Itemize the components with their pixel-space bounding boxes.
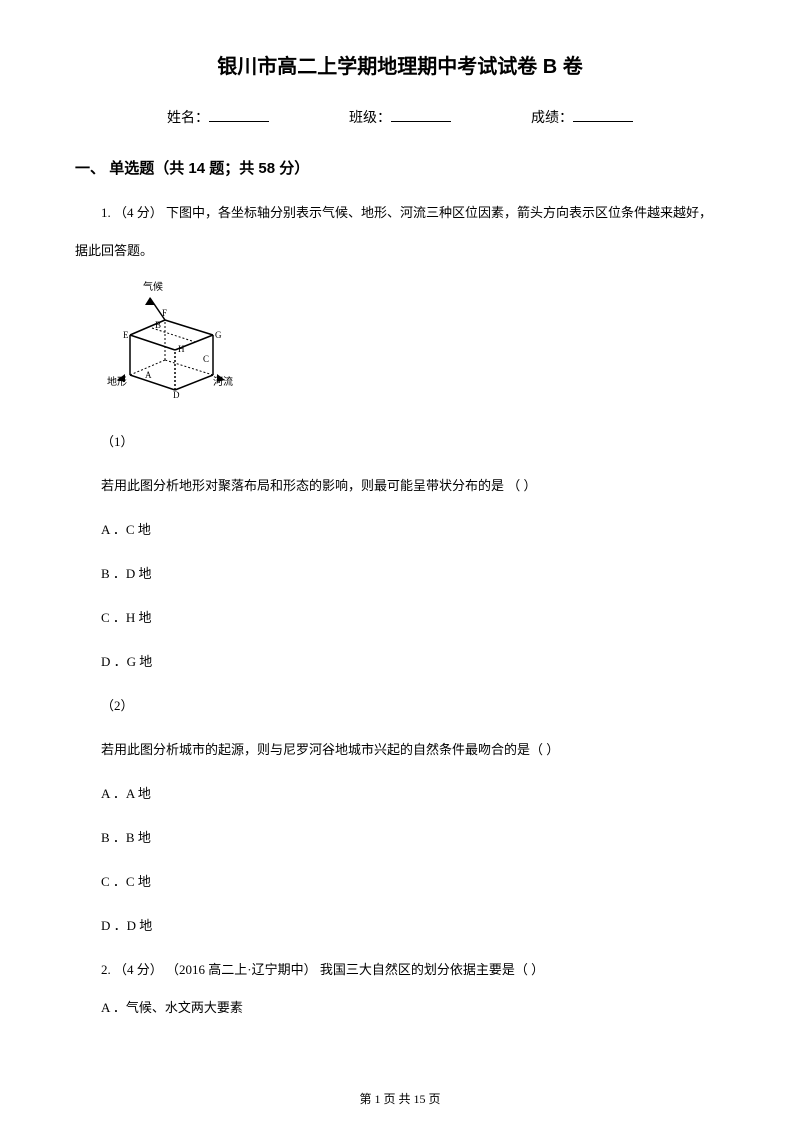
section-header: 一、 单选题（共 14 题；共 58 分） xyxy=(75,157,725,178)
q1-sub2-option-d: D ．D 地 xyxy=(75,913,725,939)
q2-text: 2. （4 分） （2016 高二上·辽宁期中） 我国三大自然区的划分依据主要是… xyxy=(75,957,725,983)
exam-title: 银川市高二上学期地理期中考试试卷 B 卷 xyxy=(75,50,725,79)
vertex-H: H xyxy=(178,344,185,354)
section-title: 单选题（共 14 题；共 58 分） xyxy=(109,160,309,177)
q1-sub2-number: （2） xyxy=(75,693,725,719)
q1-sub2-option-a: A ．A 地 xyxy=(75,781,725,807)
q1-sub1-number: （1） xyxy=(75,429,725,455)
axis-label-climate: 气候 xyxy=(143,280,163,293)
student-info-line: 姓名： 班级： 成绩： xyxy=(75,107,725,127)
q1-sub1-text: 若用此图分析地形对聚落布局和形态的影响，则最可能呈带状分布的是 （ ） xyxy=(75,473,725,499)
page-footer: 第 1 页 共 15 页 xyxy=(0,1090,800,1107)
q2-prefix: 2. （4 分） xyxy=(101,962,163,977)
q1-continuation: 据此回答题。 xyxy=(75,238,725,264)
question-1: 1. （4 分） 下图中，各坐标轴分别表示气候、地形、河流三种区位因素，箭头方向… xyxy=(75,200,725,1021)
q1-diagram: 气候 地形 河流 xyxy=(105,280,725,409)
score-label: 成绩： xyxy=(531,107,573,127)
name-field: 姓名： xyxy=(167,107,269,127)
q1-sub1-option-d: D ．G 地 xyxy=(75,649,725,675)
q1-sub1-option-b: B ．D 地 xyxy=(75,561,725,587)
q1-sub1-option-c: C ．H 地 xyxy=(75,605,725,631)
q1-sub2-option-c: C ．C 地 xyxy=(75,869,725,895)
vertex-B: B xyxy=(155,320,161,330)
class-field: 班级： xyxy=(349,107,451,127)
name-underline xyxy=(209,108,269,122)
q1-sub2-option-b: B ．B 地 xyxy=(75,825,725,851)
section-number: 一、 xyxy=(75,160,105,177)
vertex-G: G xyxy=(215,330,222,340)
name-label: 姓名： xyxy=(167,107,209,127)
vertex-C: C xyxy=(203,354,209,364)
vertex-A: A xyxy=(145,370,152,380)
q1-prefix: 1. （4 分） xyxy=(101,205,163,220)
score-underline xyxy=(573,108,633,122)
cube-diagram-svg: 气候 地形 河流 xyxy=(105,280,245,400)
vertex-D: D xyxy=(173,390,180,400)
q2-option-a: A ．气候、水文两大要素 xyxy=(75,995,725,1021)
score-field: 成绩： xyxy=(531,107,633,127)
class-label: 班级： xyxy=(349,107,391,127)
vertex-F: F xyxy=(162,308,167,318)
q2-source: （2016 高二上·辽宁期中） xyxy=(166,962,317,977)
class-underline xyxy=(391,108,451,122)
q1-body: 下图中，各坐标轴分别表示气候、地形、河流三种区位因素，箭头方向表示区位条件越来越… xyxy=(166,205,712,220)
q1-sub1-option-a: A ．C 地 xyxy=(75,517,725,543)
q1-text: 1. （4 分） 下图中，各坐标轴分别表示气候、地形、河流三种区位因素，箭头方向… xyxy=(75,200,725,226)
q2-body: 我国三大自然区的划分依据主要是（ ） xyxy=(320,962,544,977)
axis-label-river: 河流 xyxy=(213,375,233,388)
vertex-E: E xyxy=(123,330,129,340)
q1-sub2-text: 若用此图分析城市的起源，则与尼罗河谷地城市兴起的自然条件最吻合的是（ ） xyxy=(75,737,725,763)
